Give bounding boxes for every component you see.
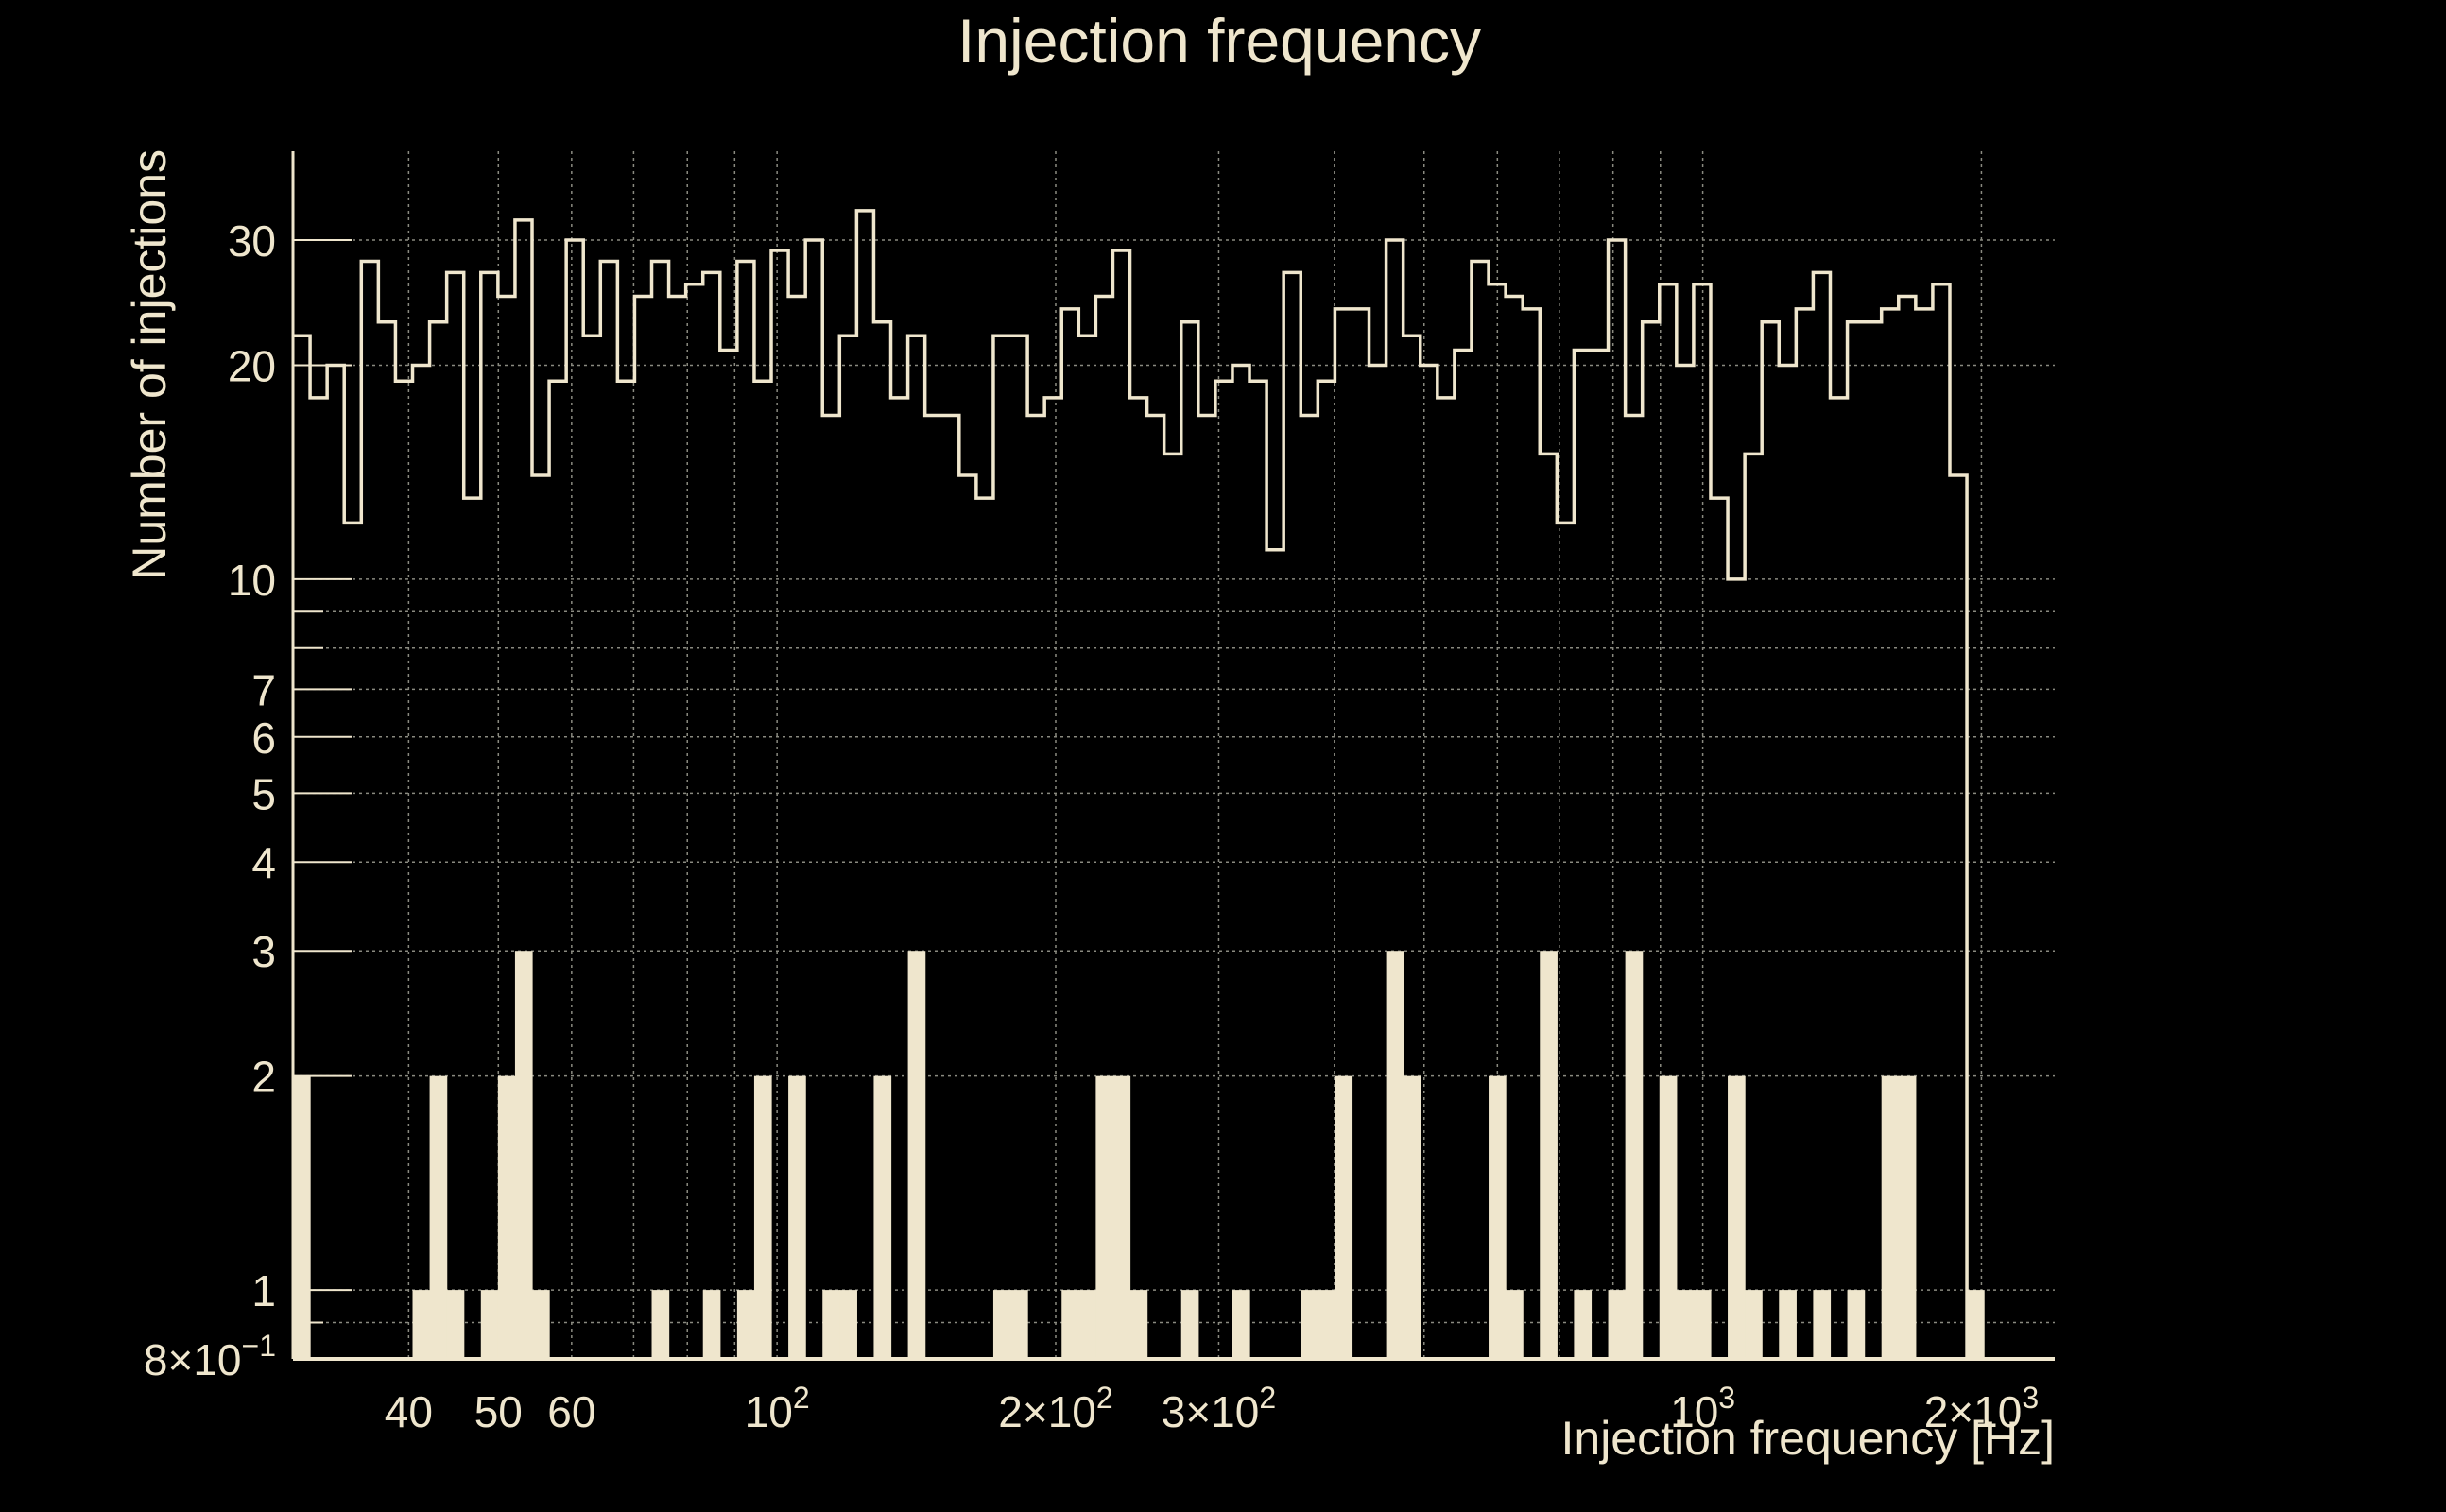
histogram-bar xyxy=(753,1075,772,1359)
y-tick-label: 3 xyxy=(251,927,276,976)
histogram-bar xyxy=(992,1290,1011,1359)
tick-labels: 8×10−1 1 2 3 4 5 67 10 20 30 40 50 60 102 2×102 3×102 10… xyxy=(144,216,2039,1436)
x-tick-label: 2×102 xyxy=(998,1381,1112,1436)
histogram-bar xyxy=(1540,951,1558,1359)
y-tick-label: 7 xyxy=(251,665,276,714)
histogram-bar xyxy=(1318,1290,1335,1359)
histogram-bar xyxy=(907,951,926,1359)
histogram-bar xyxy=(1967,1290,1985,1359)
histogram-bar xyxy=(736,1290,755,1359)
histogram-bar xyxy=(429,1075,448,1359)
histogram-bar xyxy=(1061,1290,1079,1359)
histogram-bar xyxy=(788,1075,806,1359)
x-tick-label: 60 xyxy=(547,1387,595,1436)
histogram-bar xyxy=(1659,1075,1678,1359)
histogram-bar xyxy=(1489,1075,1507,1359)
y-tick-label: 8×10−1 xyxy=(144,1329,276,1384)
y-tick-label: 6 xyxy=(251,713,276,763)
histogram-bar xyxy=(1403,1075,1421,1359)
histogram-bar xyxy=(1813,1290,1832,1359)
y-tick-label: 4 xyxy=(251,838,276,887)
y-tick-label: 30 xyxy=(228,216,276,266)
axes xyxy=(291,151,2055,1361)
histogram-bar xyxy=(1847,1290,1866,1359)
histogram-bar xyxy=(822,1290,840,1359)
histogram-bar xyxy=(532,1290,550,1359)
histogram-bar xyxy=(1078,1290,1096,1359)
histogram-bar xyxy=(1301,1290,1318,1359)
histogram-bar xyxy=(1745,1290,1763,1359)
histogram-bar xyxy=(1095,1075,1114,1359)
histogram-bar xyxy=(1010,1290,1028,1359)
histogram-bar xyxy=(1676,1290,1695,1359)
histogram-bar xyxy=(651,1290,670,1359)
histogram-bar xyxy=(446,1290,465,1359)
histogram-bar xyxy=(1608,1290,1627,1359)
histogram-bar xyxy=(873,1075,892,1359)
histogram-bar xyxy=(480,1290,499,1359)
histogram-bar xyxy=(702,1290,721,1359)
histogram-bar xyxy=(514,951,533,1359)
x-tick-label: 103 xyxy=(1670,1381,1735,1436)
x-tick-label: 2×103 xyxy=(1924,1381,2039,1436)
histogram-bar xyxy=(1129,1290,1148,1359)
x-tick-label: 40 xyxy=(385,1387,433,1436)
x-tick-label: 50 xyxy=(474,1387,523,1436)
histogram-bar xyxy=(293,1075,311,1359)
x-tick-label: 102 xyxy=(745,1381,810,1436)
y-tick-label: 1 xyxy=(251,1266,276,1315)
histogram-bar xyxy=(1180,1290,1199,1359)
histogram-bar xyxy=(1881,1075,1900,1359)
y-tick-label: 5 xyxy=(251,769,276,818)
histogram-bar xyxy=(1112,1075,1131,1359)
histogram-bar xyxy=(1335,1075,1353,1359)
histogram-bar xyxy=(412,1290,431,1359)
filled-histogram-series xyxy=(293,951,1985,1359)
histogram-bar xyxy=(1728,1075,1746,1359)
histogram-bar xyxy=(1625,951,1644,1359)
x-axis-label: Injection frequency [Hz] xyxy=(1561,1412,2056,1465)
histogram-bar xyxy=(1898,1075,1917,1359)
y-axis-label: Number of injections xyxy=(123,149,176,580)
chart-title: Injection frequency xyxy=(957,6,1481,76)
histogram-bar xyxy=(1574,1290,1593,1359)
histogram-bar xyxy=(1506,1290,1524,1359)
y-tick-label: 2 xyxy=(251,1053,276,1102)
step-histogram-series xyxy=(293,209,2002,1361)
histogram-bar xyxy=(839,1290,857,1359)
histogram-bar xyxy=(1232,1290,1250,1359)
histogram-bar xyxy=(1693,1290,1712,1359)
x-tick-label: 3×102 xyxy=(1162,1381,1276,1436)
y-tick-label: 10 xyxy=(228,556,276,605)
histogram-bar xyxy=(1386,951,1404,1359)
histogram-bar xyxy=(497,1075,516,1359)
histogram-bar xyxy=(1779,1290,1797,1359)
y-tick-label: 20 xyxy=(228,341,276,390)
